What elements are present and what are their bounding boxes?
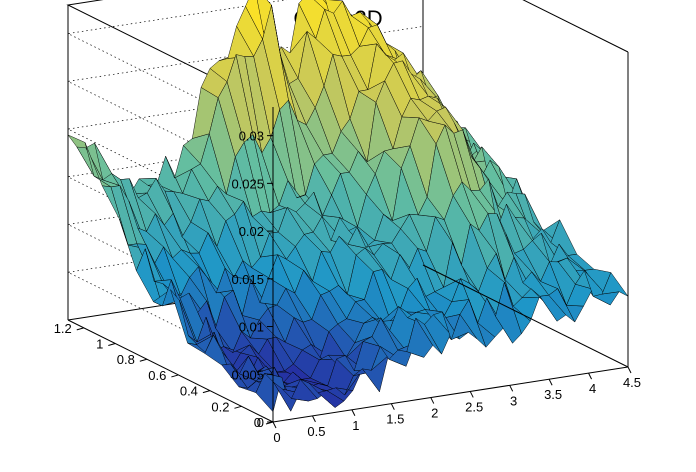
y-tick-label: 0.6	[148, 368, 166, 383]
surface-cell	[601, 272, 629, 297]
x-tick-label: 4	[589, 381, 596, 396]
x-tick-label: 0.5	[307, 424, 325, 439]
surface-mesh	[67, 0, 629, 413]
front-frame	[272, 0, 629, 423]
top-right-edge	[522, 0, 629, 53]
z-tick-label: 0.03	[239, 129, 264, 144]
x-tick-mark	[509, 385, 514, 392]
x-tick-label: 4.5	[623, 375, 641, 390]
y-tick-label: 0.2	[211, 399, 229, 414]
y-tick-label: 1	[96, 337, 103, 352]
axes: 0 0.5 1 1.5 2 2.5 3 3.5 4 4.500.20.40.60.811.200.…	[54, 107, 641, 445]
x-tick-mark	[311, 415, 316, 423]
y-tick-mark	[234, 405, 242, 409]
y-tick-label: 1.2	[54, 321, 72, 336]
x-tick-label: 3.5	[544, 387, 562, 402]
x-tick-mark	[627, 366, 632, 374]
x-tick-mark	[272, 421, 277, 429]
y-tick-mark	[76, 327, 84, 331]
x-tick-label: 3	[510, 393, 517, 408]
y-tick-mark	[202, 390, 211, 394]
x-tick-mark	[390, 403, 395, 410]
floor-left-edge	[67, 319, 274, 423]
x-tick-mark	[469, 391, 474, 398]
z-tick-label: 0.01	[239, 320, 264, 335]
y-tick-label: 0.8	[117, 352, 135, 367]
floor-right-edge	[422, 264, 629, 368]
x-tick-label: 0	[273, 430, 280, 445]
y-tick-mark	[171, 374, 179, 378]
x-tick-label: 2	[431, 406, 438, 421]
z-tick-label: 0.025	[231, 176, 264, 191]
x-tick-mark	[351, 409, 356, 417]
z-tick-label: 0.015	[231, 272, 264, 287]
x-tick-label: 1.5	[386, 412, 404, 427]
x-axis-line	[272, 366, 629, 423]
z-tick-label: 0.005	[231, 367, 264, 382]
y-tick-label: 0	[254, 415, 261, 430]
y-tick-mark	[108, 343, 116, 347]
y-tick-label: 0.4	[180, 384, 198, 399]
x-tick-mark	[548, 378, 553, 386]
x-tick-label: 1	[352, 418, 359, 433]
z-tick-label: 0	[257, 415, 264, 430]
x-tick-mark	[588, 372, 593, 380]
x-tick-mark	[430, 397, 435, 404]
x-tick-label: 2.5	[465, 399, 483, 414]
z-tick-label: 0.02	[239, 224, 264, 239]
y-tick-mark	[139, 358, 147, 362]
